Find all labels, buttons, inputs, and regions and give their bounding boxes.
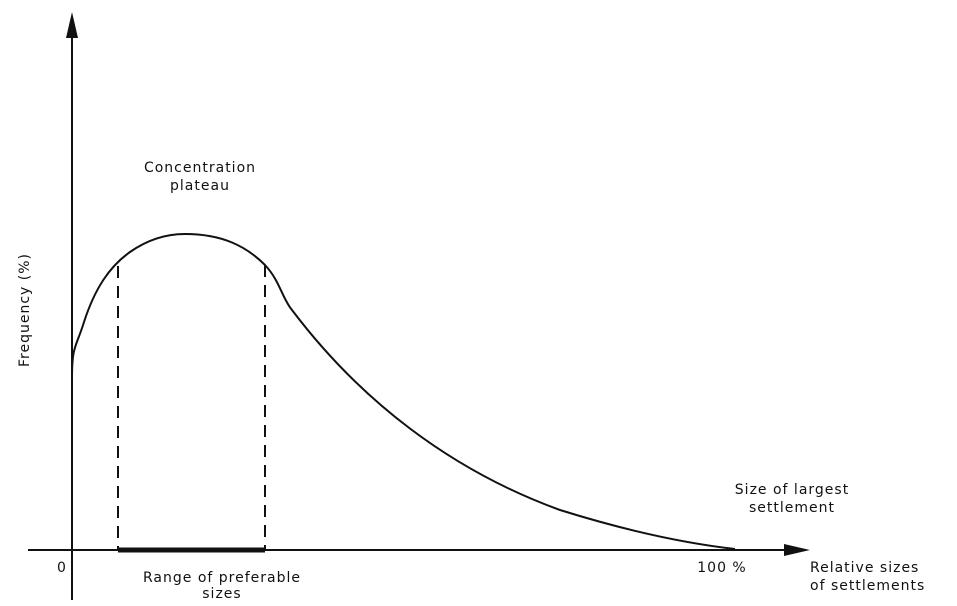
y-axis-label: Frequency (%) (17, 253, 33, 367)
origin-label: 0 (57, 560, 67, 576)
range-label: sizes (202, 586, 241, 602)
x-axis-label: Relative sizes (810, 560, 919, 576)
largest-label: settlement (749, 500, 835, 516)
x-axis-arrow (784, 544, 810, 556)
y-axis-arrow (66, 12, 78, 38)
x-axis-label: of settlements (810, 578, 925, 594)
end-label: 100 % (697, 560, 746, 576)
frequency-curve (71, 232, 736, 550)
range-label: Range of preferable (143, 570, 301, 586)
largest-label: Size of largest (735, 482, 849, 498)
plateau-label: Concentration (144, 160, 256, 176)
plateau-label: plateau (170, 178, 230, 194)
